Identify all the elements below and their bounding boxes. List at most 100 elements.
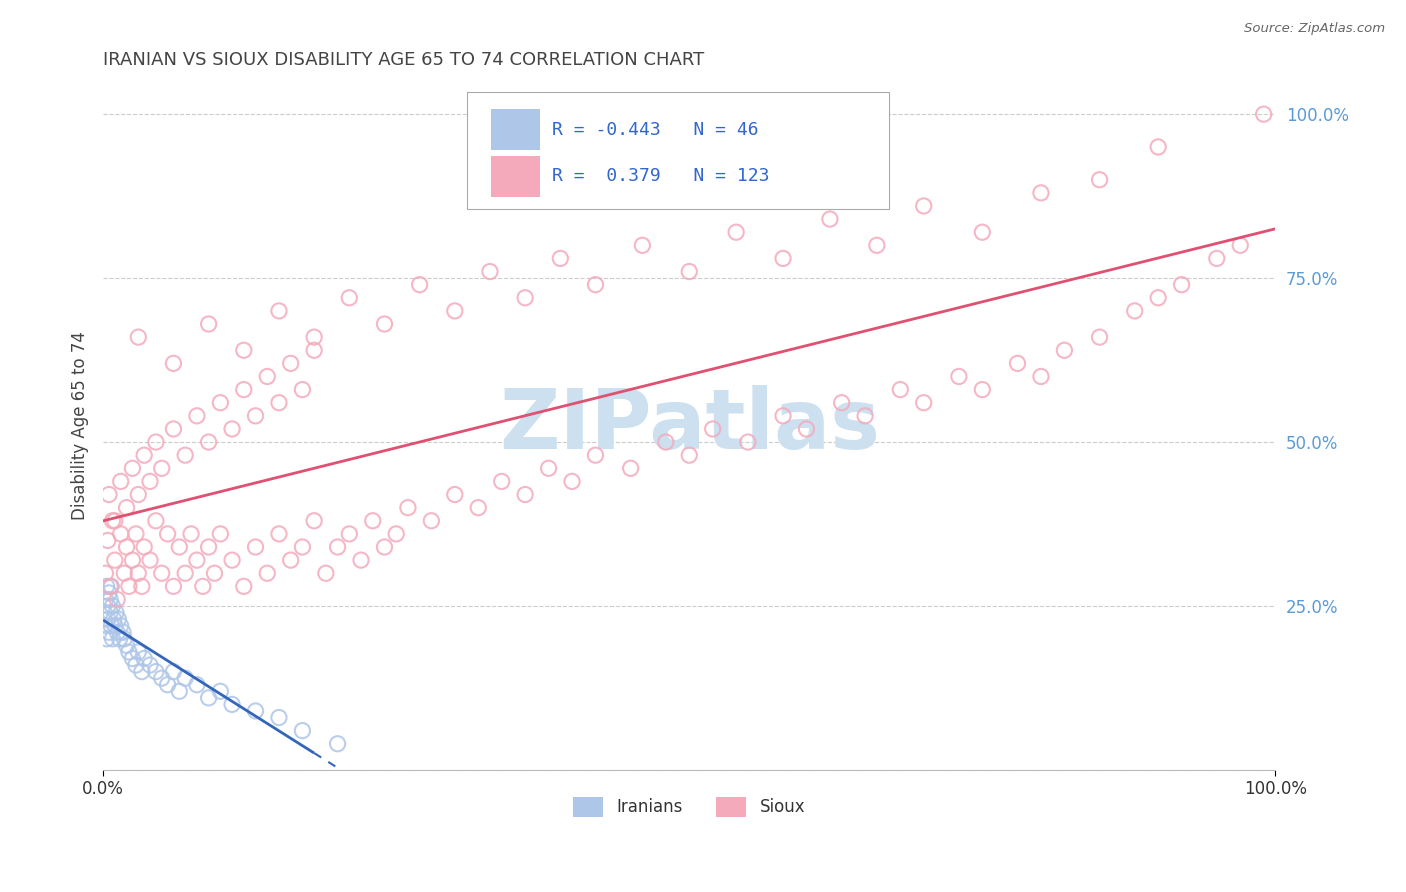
Point (174, 671, 197, 685)
Text: ZIPatlas: ZIPatlas (499, 385, 880, 467)
Point (101, 514, 124, 528)
Point (1088, 172, 1111, 186)
Point (796, 422, 818, 436)
Point (110, 475, 132, 489)
FancyBboxPatch shape (491, 156, 540, 197)
Point (139, 475, 162, 489)
Point (209, 527, 232, 541)
Point (186, 678, 208, 692)
Point (1170, 277, 1192, 292)
Point (361, 514, 384, 528)
Point (267, 710, 290, 724)
Point (585, 277, 607, 292)
Point (174, 448, 197, 462)
Point (108, 632, 131, 646)
FancyBboxPatch shape (467, 92, 889, 209)
Point (1029, 369, 1052, 384)
Point (127, 487, 149, 501)
Point (1053, 343, 1076, 358)
Point (443, 304, 465, 318)
Point (385, 527, 408, 541)
Point (156, 527, 179, 541)
Legend: Iranians, Sioux: Iranians, Sioux (567, 790, 811, 823)
Point (209, 684, 232, 698)
Point (98, 586, 121, 600)
Point (100, 579, 122, 593)
Point (408, 277, 430, 292)
Point (197, 540, 219, 554)
Point (121, 553, 143, 567)
Point (772, 409, 794, 423)
Point (127, 330, 149, 344)
Point (725, 225, 748, 239)
Point (112, 625, 135, 640)
Point (101, 599, 124, 613)
Point (515, 291, 537, 305)
FancyBboxPatch shape (491, 109, 540, 150)
Point (104, 618, 127, 632)
Point (197, 690, 219, 705)
Point (396, 500, 419, 515)
Point (162, 356, 184, 370)
Point (107, 612, 129, 626)
Text: R =  0.379   N = 123: R = 0.379 N = 123 (553, 168, 769, 186)
Point (221, 698, 243, 712)
Point (373, 540, 395, 554)
Point (620, 461, 643, 475)
Point (96, 632, 118, 646)
Point (972, 225, 994, 239)
Point (818, 212, 841, 227)
Point (491, 475, 513, 489)
Point (245, 409, 267, 423)
Point (93, 606, 115, 620)
Point (232, 579, 254, 593)
Point (1088, 330, 1111, 344)
Point (186, 553, 208, 567)
Point (737, 435, 759, 450)
Point (115, 540, 138, 554)
Point (121, 461, 143, 475)
Point (245, 540, 267, 554)
Point (186, 409, 208, 423)
Point (197, 317, 219, 331)
Point (97, 599, 120, 613)
Point (125, 658, 148, 673)
Point (125, 527, 148, 541)
Point (162, 579, 184, 593)
Point (678, 264, 700, 278)
Point (912, 395, 935, 409)
Point (94, 618, 117, 632)
Point (98, 625, 121, 640)
Point (1229, 238, 1251, 252)
Point (127, 566, 149, 581)
Point (191, 579, 214, 593)
Point (972, 383, 994, 397)
Point (103, 612, 125, 626)
Point (112, 632, 135, 646)
Point (443, 487, 465, 501)
Point (101, 632, 124, 646)
Point (150, 566, 173, 581)
Point (337, 291, 360, 305)
Point (702, 422, 724, 436)
Text: R = -0.443   N = 46: R = -0.443 N = 46 (553, 120, 759, 138)
Point (337, 527, 360, 541)
Point (145, 435, 167, 450)
Point (134, 540, 156, 554)
Point (420, 514, 443, 528)
Point (98, 592, 121, 607)
Point (150, 461, 173, 475)
Point (110, 527, 132, 541)
Point (94, 592, 117, 607)
Point (97, 533, 120, 548)
Point (280, 356, 302, 370)
Point (831, 395, 853, 409)
Point (889, 383, 911, 397)
Y-axis label: Disability Age 65 to 74: Disability Age 65 to 74 (72, 331, 89, 520)
Point (97, 612, 120, 626)
Point (104, 514, 127, 528)
Point (110, 618, 132, 632)
Point (302, 514, 325, 528)
Point (948, 369, 970, 384)
Point (550, 252, 572, 266)
